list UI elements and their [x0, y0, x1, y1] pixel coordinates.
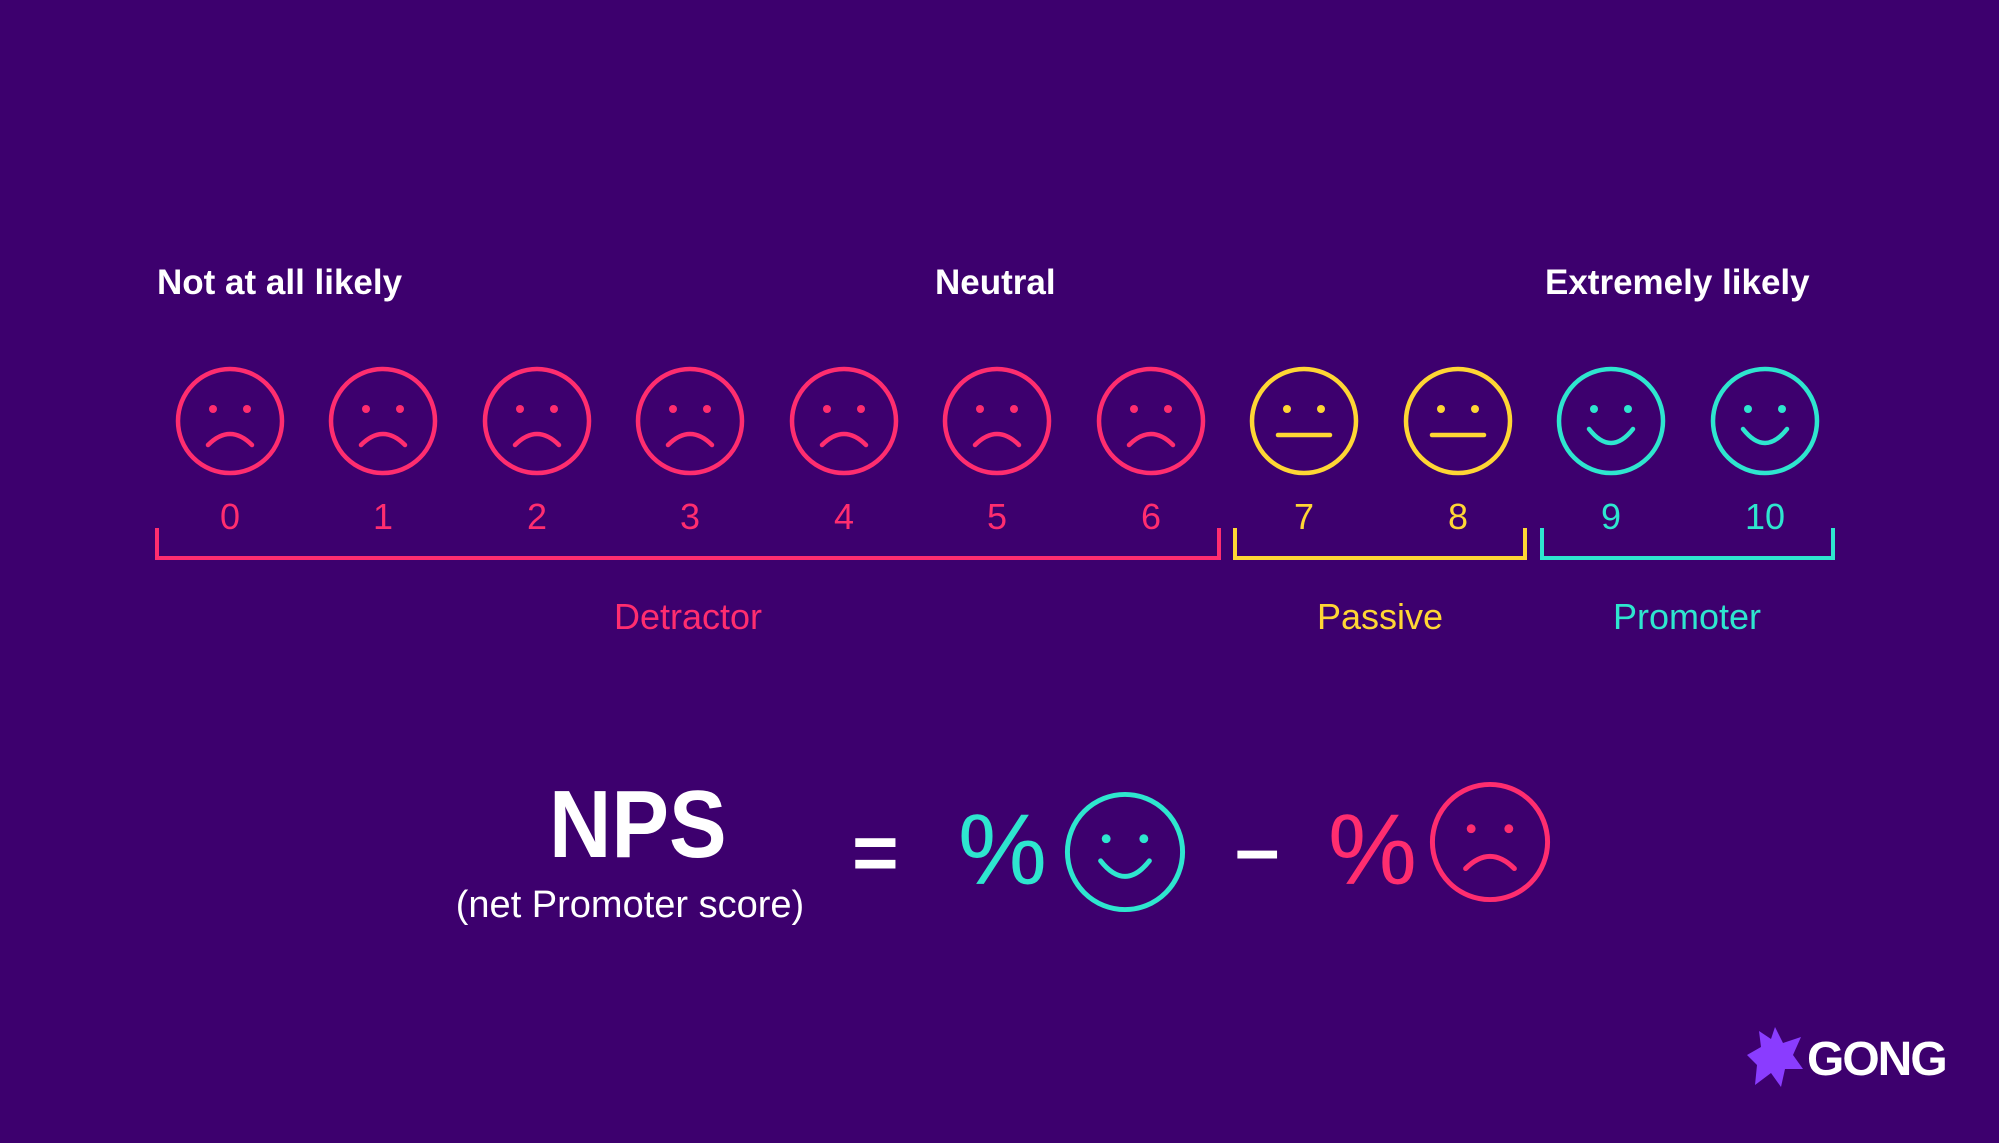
nps-subtitle: (net Promoter score): [455, 884, 805, 926]
score-3: 3: [679, 496, 701, 537]
promoter-percent-sign: %: [958, 794, 1047, 906]
score-4: 4: [833, 496, 855, 537]
score-2: 2: [526, 496, 548, 537]
score-1: 1: [372, 496, 394, 537]
score-8: 8: [1447, 496, 1469, 537]
neutral-face-icon: [1402, 365, 1514, 477]
happy-face-icon: [1709, 365, 1821, 477]
detractor-label: Detractor: [613, 596, 763, 637]
sad-face-icon: [941, 365, 1053, 477]
score-5: 5: [986, 496, 1008, 537]
score-0: 0: [219, 496, 241, 537]
promoter-label: Promoter: [1612, 596, 1762, 637]
sad-face-icon: [634, 365, 746, 477]
sad-face-icon: [327, 365, 439, 477]
happy-face-icon: [1063, 790, 1187, 914]
heading-extremely-likely: Extremely likely: [1545, 263, 1810, 302]
gong-logo-text: GONG: [1807, 1033, 1948, 1086]
score-7: 7: [1293, 496, 1315, 537]
sad-face-icon: [1428, 780, 1552, 904]
score-6: 6: [1140, 496, 1162, 537]
passive-bracket: [1233, 528, 1527, 560]
sad-face-icon: [174, 365, 286, 477]
gong-logo: GONG: [1745, 1025, 1948, 1095]
sad-face-icon: [788, 365, 900, 477]
passive-label: Passive: [1316, 596, 1444, 637]
neutral-face-icon: [1248, 365, 1360, 477]
happy-face-icon: [1555, 365, 1667, 477]
score-9: 9: [1600, 496, 1622, 537]
minus-sign: –: [1235, 804, 1280, 893]
promoter-bracket: [1540, 528, 1835, 560]
gong-logo-mark-icon: [1747, 1027, 1803, 1087]
detractor-bracket: [155, 528, 1221, 560]
heading-not-likely: Not at all likely: [157, 263, 403, 302]
sad-face-icon: [1095, 365, 1207, 477]
equals-sign: =: [852, 808, 899, 897]
heading-neutral: Neutral: [935, 263, 1056, 302]
score-10: 10: [1744, 496, 1786, 537]
sad-face-icon: [481, 365, 593, 477]
nps-title: NPS: [549, 771, 727, 878]
detractor-percent-sign: %: [1328, 794, 1417, 906]
